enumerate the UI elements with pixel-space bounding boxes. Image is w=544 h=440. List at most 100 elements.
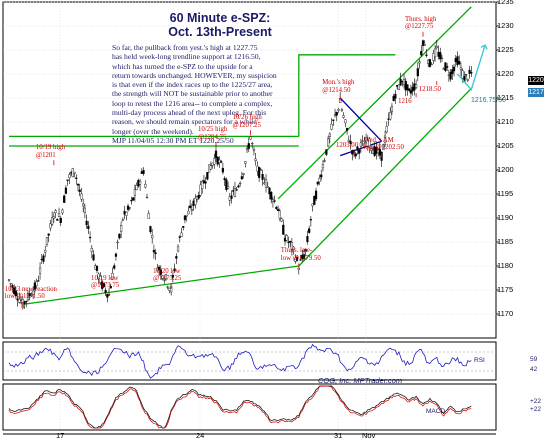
current-price-box-2: 1217: [528, 88, 544, 97]
candle-body: [221, 167, 224, 173]
annotation: 10/19 high @1201: [36, 144, 65, 159]
commentary-line: MJP 11/04/05 12:30 PM ET 1220.25/50: [112, 135, 234, 145]
candle-body: [270, 192, 273, 200]
y-tick-label: 1195: [497, 189, 514, 198]
annotation: 1218.50: [419, 86, 441, 94]
candle-body: [390, 106, 394, 112]
annotation: 10/26 high @1207.25: [233, 114, 262, 129]
candle-body: [54, 210, 57, 213]
candle-body: [51, 217, 54, 225]
candle-body: [206, 172, 209, 180]
candle-body: [197, 195, 200, 199]
annotation: 10/13 new reaction low @1171.50: [5, 286, 57, 301]
candle-body: [264, 179, 268, 188]
candle-body: [292, 246, 295, 250]
candle-body: [178, 236, 181, 238]
candle-body: [25, 300, 28, 303]
candle-body: [254, 158, 257, 162]
candle-body: [313, 195, 316, 205]
commentary-line: the strength will NOT be sustainable pri…: [112, 89, 273, 99]
trendline: [277, 6, 472, 200]
candle-body: [189, 205, 192, 208]
candle-body: [278, 210, 281, 219]
rsi-label: RSI: [474, 357, 485, 364]
candle-body: [304, 249, 307, 252]
annotation-line: @1227.75: [405, 23, 434, 31]
candle-body: [261, 173, 264, 180]
candle-body: [175, 256, 178, 259]
candle-body: [397, 84, 400, 90]
candle-body: [32, 290, 35, 295]
candle-body: [435, 46, 438, 49]
projection-path: [456, 44, 488, 91]
candle-body: [109, 286, 112, 289]
candle-body: [42, 255, 45, 262]
candle-body: [408, 88, 411, 91]
annotation-line: @1214.50: [322, 86, 351, 94]
candle-body: [121, 219, 124, 221]
candle-body: [14, 290, 17, 297]
candle-body: [383, 135, 387, 143]
candle-body: [420, 50, 423, 56]
candle-body: [190, 209, 193, 211]
y-tick-label: 1175: [497, 285, 514, 294]
candle-body: [45, 236, 49, 245]
candle-body: [449, 72, 452, 80]
candle-body: [465, 74, 468, 76]
candle-body: [44, 250, 47, 253]
candle-body: [95, 265, 99, 271]
candle-body: [308, 228, 311, 233]
x-tick-label: Nov: [362, 431, 376, 440]
candle-body: [133, 189, 137, 196]
candle-body: [99, 275, 102, 283]
candle-body: [113, 265, 116, 269]
annotation-line: 10/19 high: [35, 144, 66, 151]
candle-body: [199, 184, 202, 196]
candle-body: [151, 235, 154, 239]
candle-body: [57, 213, 61, 217]
candle-body: [240, 176, 243, 180]
candle-body: [239, 182, 242, 185]
annotation-line: Thurs. high: [405, 15, 437, 23]
candle-body: [456, 56, 459, 65]
candle-body: [306, 236, 309, 243]
annotation: 10/25 high @1204.75: [198, 126, 227, 141]
candle-body: [166, 286, 169, 288]
candle-body: [104, 289, 107, 293]
candle-body: [56, 218, 59, 221]
candle-body: [358, 149, 361, 154]
macd-value-2: +22: [530, 406, 542, 413]
candle-body: [446, 66, 449, 68]
commentary-text: So far, the pullback from yest.'s high a…: [112, 43, 344, 145]
candle-body: [233, 188, 237, 197]
annotation-line: Mon.'s high: [322, 79, 355, 87]
current-price-box: 1220: [528, 76, 544, 85]
x-tick-label: 17: [56, 431, 65, 440]
candle-body: [244, 161, 247, 164]
candle-body: [289, 241, 292, 243]
macd-panel: [8, 385, 472, 429]
candle-body: [7, 279, 11, 281]
candle-body: [249, 136, 252, 140]
candle-body: [344, 119, 347, 124]
candle-body: [328, 133, 331, 137]
commentary-line: which has turned the e-SPZ to the upside…: [112, 61, 253, 71]
candle-body: [416, 68, 419, 77]
annotation: Thurs. late-low @1179.50: [281, 247, 321, 262]
annotation-line: low @1171.50: [4, 293, 45, 301]
candle-body: [280, 218, 283, 222]
candle-body: [451, 69, 454, 74]
candle-body: [164, 274, 168, 280]
candle-body: [28, 293, 31, 297]
candle-body: [152, 250, 155, 253]
annotation-line: 1218.50: [418, 86, 441, 94]
candle-body: [356, 146, 359, 150]
candle-body: [204, 181, 207, 184]
candle-body: [87, 225, 90, 229]
rsi-line: [8, 343, 472, 379]
annotation-line: Thurs. late-: [280, 247, 313, 255]
candle-body: [433, 48, 437, 57]
candle-body: [78, 189, 81, 192]
candle-body: [64, 187, 68, 194]
candle-body: [440, 57, 444, 60]
